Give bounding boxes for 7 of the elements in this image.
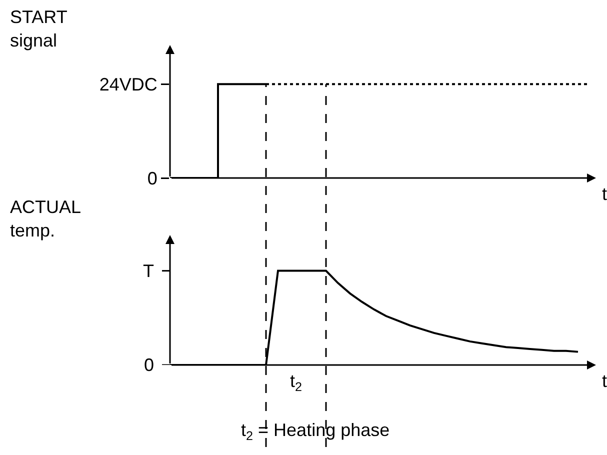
y-axis-title: START signal: [10, 7, 68, 50]
x-axis-title: t: [602, 371, 607, 391]
y-tick-label: 24VDC: [99, 74, 158, 94]
text: t$_{2}$: [290, 371, 302, 394]
y-axis-title: ACTUAL temp.: [10, 197, 82, 240]
x-axis-title: t: [602, 184, 607, 204]
text: T: [143, 261, 154, 281]
